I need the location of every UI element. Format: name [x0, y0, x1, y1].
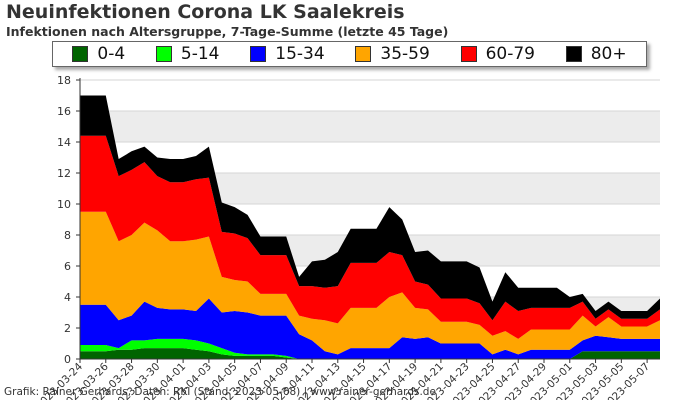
legend-label: 80+ — [590, 44, 627, 64]
legend-swatch — [72, 46, 89, 62]
chart-title: Neuinfektionen Corona LK Saalekreis — [6, 1, 405, 23]
y-tick-label: 8 — [64, 229, 71, 242]
series-area-60-79 — [80, 135, 660, 339]
legend-swatch — [355, 46, 372, 62]
legend-item-15-34: 15-34 — [250, 44, 325, 64]
legend-item-5-14: 5-14 — [155, 44, 220, 64]
y-tick-label: 12 — [57, 167, 71, 180]
legend-swatch — [250, 46, 267, 62]
series-area-35-59 — [80, 211, 660, 355]
legend-label: 60-79 — [485, 44, 535, 64]
y-tick-label: 10 — [57, 198, 71, 211]
y-tick-label: 0 — [64, 353, 71, 366]
series-area-15-34 — [80, 298, 660, 359]
legend-label: 5-14 — [180, 44, 220, 64]
plot-band — [80, 111, 660, 142]
legend-item-35-59: 35-59 — [355, 44, 430, 64]
y-tick-label: 14 — [57, 136, 71, 149]
y-tick-label: 2 — [64, 322, 71, 335]
legend-item-60-79: 60-79 — [460, 44, 535, 64]
y-tick-label: 6 — [64, 260, 71, 273]
y-tick-label: 4 — [64, 291, 71, 304]
chart-credit: Grafik: Rainer Gerhards, Daten: RKI (Sta… — [4, 386, 436, 398]
legend-label: 0-4 — [97, 44, 126, 64]
legend-swatch — [460, 46, 477, 62]
legend-label: 15-34 — [275, 44, 325, 64]
legend-swatch — [155, 46, 172, 62]
y-tick-label: 16 — [57, 105, 71, 118]
legend-swatch — [565, 46, 582, 62]
legend-item-0-4: 0-4 — [72, 44, 125, 64]
legend-label: 35-59 — [380, 44, 430, 64]
series-area-0-4 — [80, 348, 660, 359]
chart-subtitle: Infektionen nach Altersgruppe, 7-Tage-Su… — [6, 24, 449, 39]
chart-legend: 0-4 5-14 15-34 35-59 60-79 80+ — [52, 41, 647, 67]
y-tick-label: 18 — [57, 74, 71, 87]
series-area-5-14 — [80, 338, 660, 359]
legend-item-80+: 80+ — [565, 44, 627, 64]
